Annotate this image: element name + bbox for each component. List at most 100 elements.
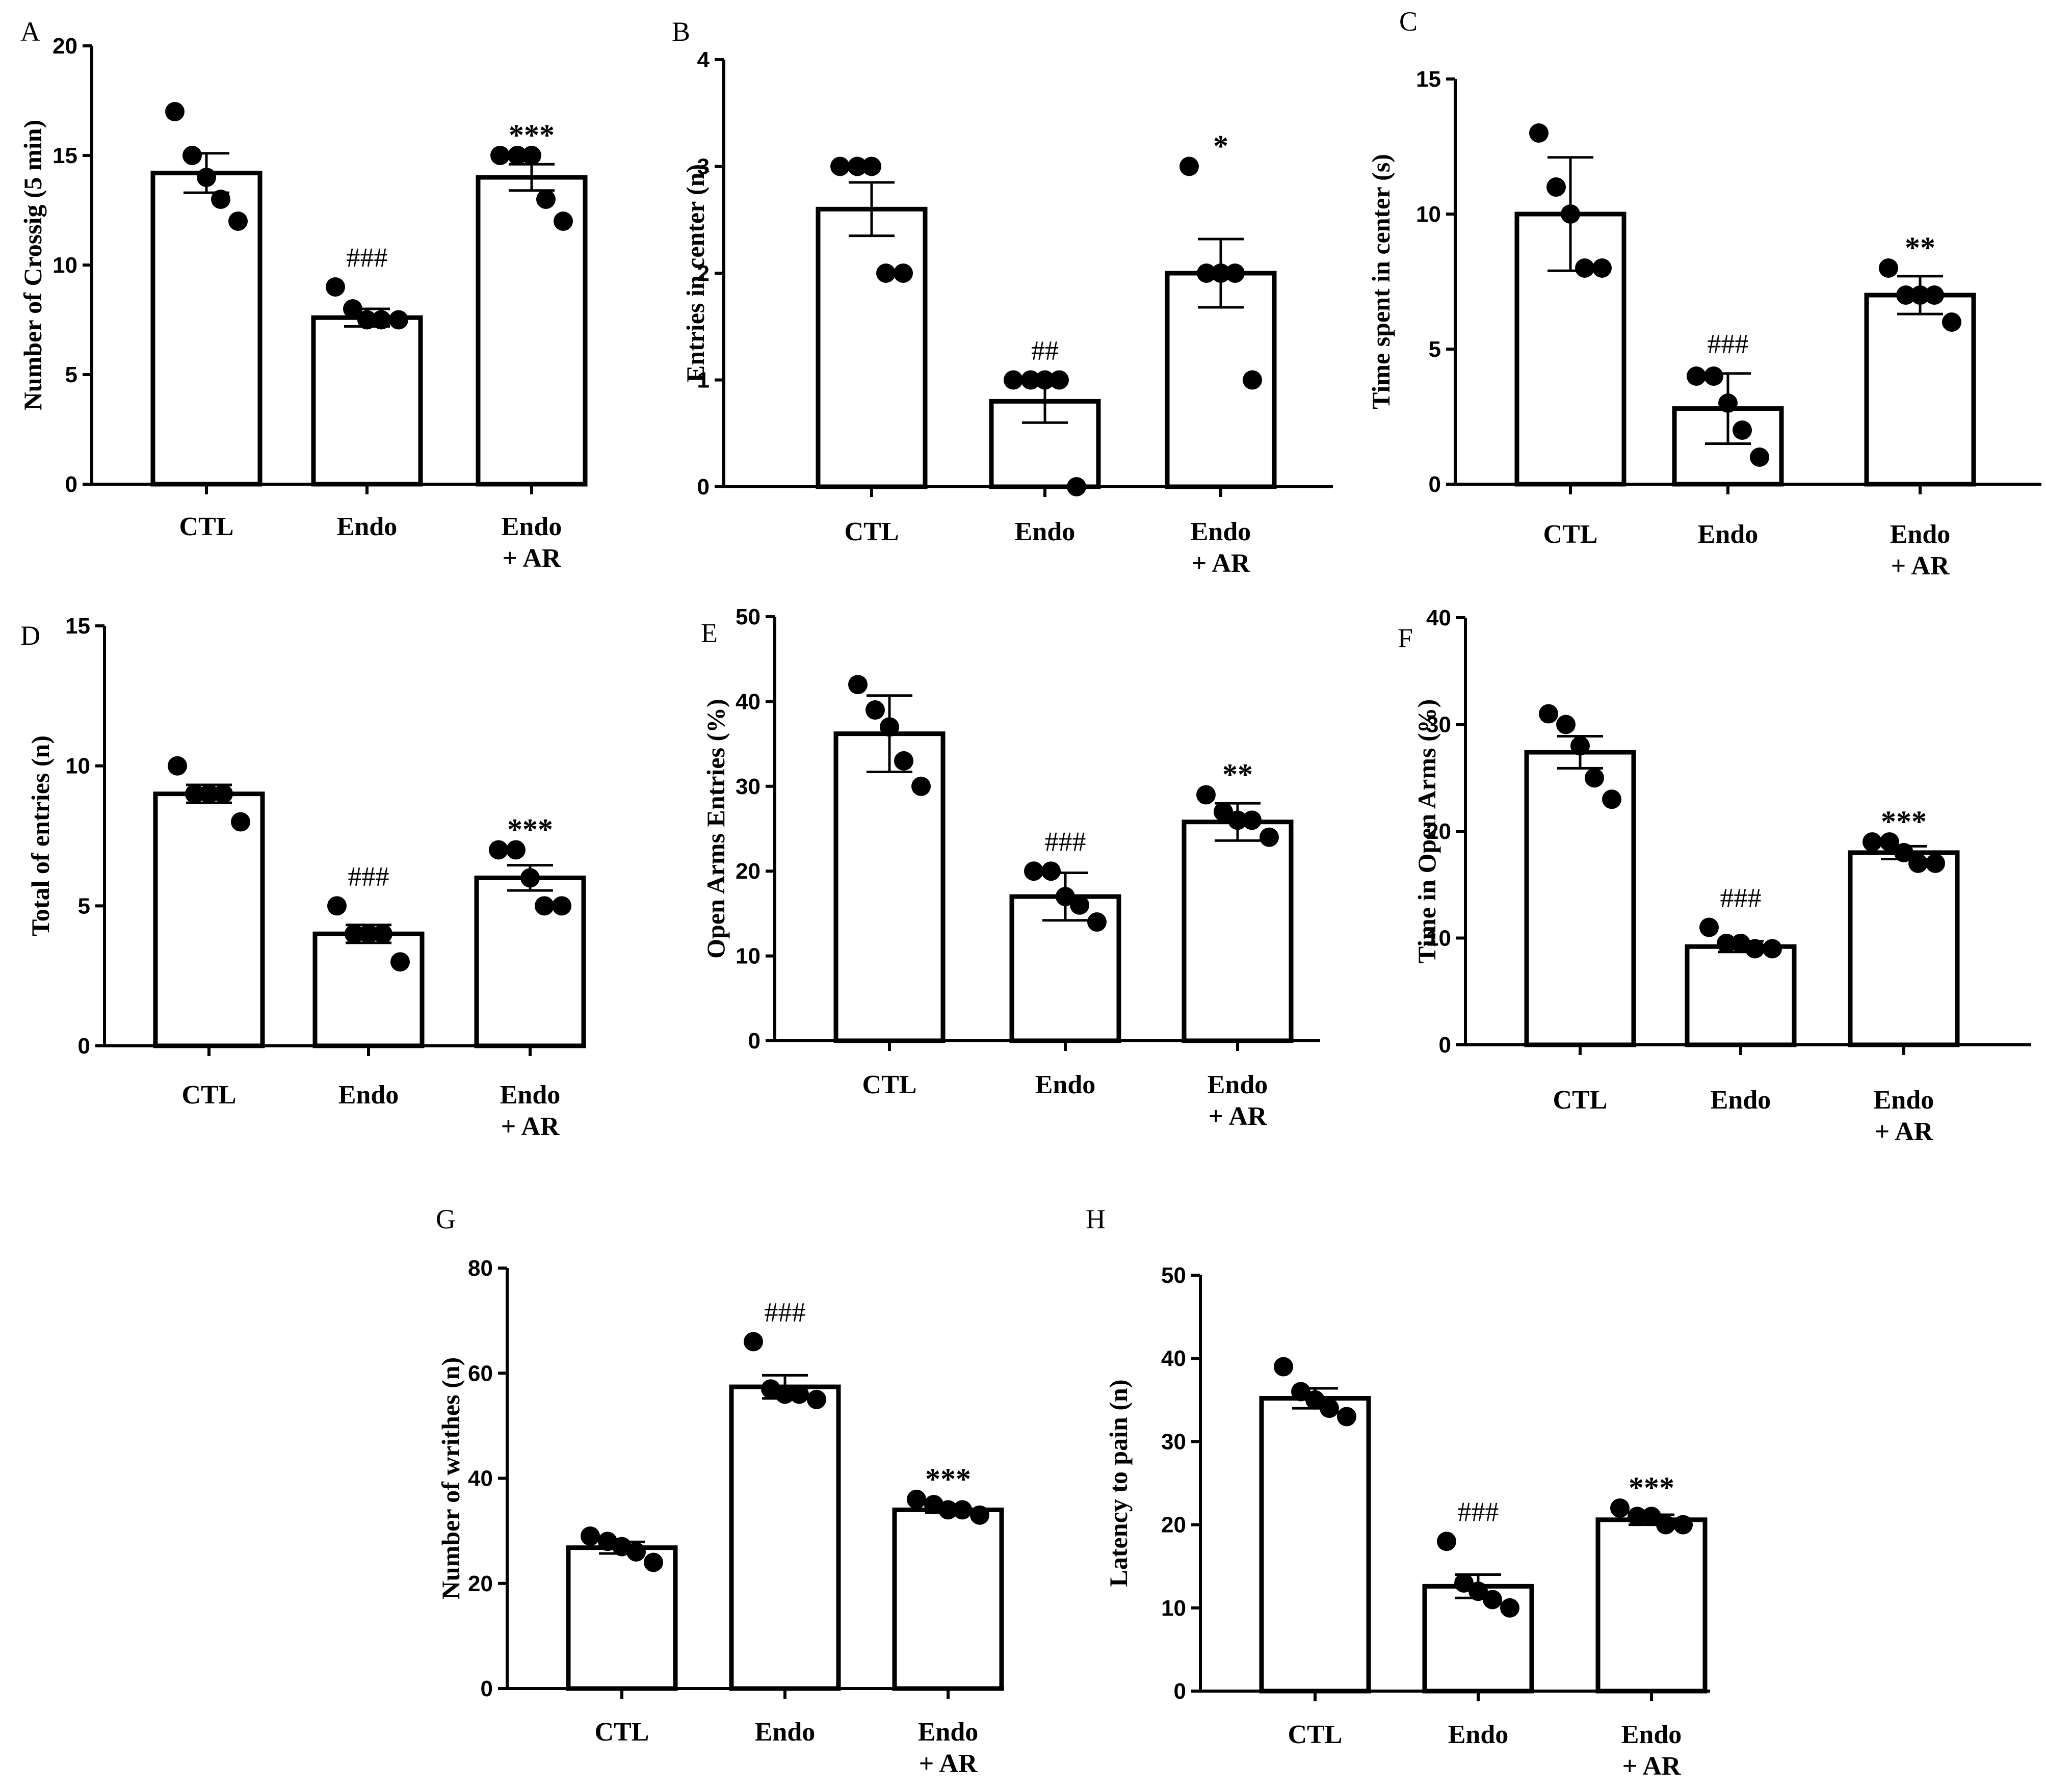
data-point xyxy=(1745,939,1765,959)
category-label: Endo + AR xyxy=(502,512,562,573)
y-tick-label: 3 xyxy=(697,154,710,179)
data-point xyxy=(1320,1399,1339,1418)
y-tick-label: 20 xyxy=(53,34,77,59)
y-tick-label: 20 xyxy=(1426,819,1451,844)
data-point xyxy=(1602,789,1621,809)
y-tick-label: 20 xyxy=(468,1571,493,1596)
data-point xyxy=(327,896,347,916)
data-point xyxy=(390,952,410,972)
category-label: CTL xyxy=(1553,1086,1608,1115)
panel-h: H 0 10 20 30 40 50 Latency to pain (n) CTL ### End… xyxy=(1086,1204,1710,1781)
data-point xyxy=(214,784,233,804)
data-point xyxy=(1592,258,1612,278)
category-label: Endo + AR xyxy=(1191,517,1251,578)
y-tick-label: 20 xyxy=(1161,1513,1186,1538)
data-point xyxy=(1896,285,1916,305)
data-point xyxy=(1546,177,1566,197)
significance-annotation: ### xyxy=(1458,1496,1499,1527)
panel-c: C 0 5 10 15 Time spent in center (s) CTL ### End… xyxy=(1367,6,2041,581)
data-point xyxy=(626,1542,646,1562)
data-point xyxy=(168,756,187,776)
data-point xyxy=(1468,1582,1488,1601)
data-point xyxy=(1070,895,1089,915)
data-point xyxy=(1717,933,1736,953)
data-point xyxy=(522,146,541,165)
y-tick-label: 15 xyxy=(1416,67,1441,92)
data-point xyxy=(506,840,526,860)
data-point xyxy=(775,1384,795,1404)
data-point xyxy=(1483,1590,1502,1610)
data-point xyxy=(1763,939,1782,959)
y-tick-label: 40 xyxy=(736,689,760,714)
data-point xyxy=(880,717,899,737)
data-point xyxy=(581,1526,600,1546)
data-point xyxy=(848,156,867,176)
panel-b: B 0 1 2 3 4 Entries in center (n) CTL ## Endo * End… xyxy=(672,16,1333,578)
category-label: Endo xyxy=(755,1718,816,1747)
y-tick-label: 0 xyxy=(697,475,710,499)
data-point xyxy=(520,868,540,888)
panel-letter: A xyxy=(20,16,40,47)
data-point xyxy=(165,102,185,121)
y-tick-label: 15 xyxy=(53,143,77,168)
y-tick-label: 10 xyxy=(53,253,77,278)
bar-endo xyxy=(311,315,423,487)
data-point xyxy=(1718,393,1738,413)
data-point xyxy=(1242,810,1262,830)
y-tick-label: 0 xyxy=(1439,1033,1451,1058)
data-point xyxy=(1585,768,1604,788)
data-point xyxy=(1500,1598,1519,1618)
data-point xyxy=(1228,810,1247,830)
data-point xyxy=(1610,1498,1630,1518)
y-tick-label: 0 xyxy=(65,472,77,497)
data-point xyxy=(1243,370,1262,390)
data-point xyxy=(1539,704,1558,724)
y-tick-label: 50 xyxy=(1161,1263,1186,1288)
data-point xyxy=(1880,832,1899,852)
data-point xyxy=(228,212,248,231)
data-point xyxy=(372,310,391,330)
data-point xyxy=(326,277,345,297)
category-label: Endo + AR xyxy=(500,1081,561,1141)
data-point xyxy=(1087,912,1107,932)
bar-endo xyxy=(1685,944,1797,1047)
data-point xyxy=(1942,312,1961,332)
data-point xyxy=(1041,861,1061,881)
category-label: Endo xyxy=(337,512,398,541)
y-tick-label: 5 xyxy=(65,362,77,387)
data-point xyxy=(345,924,364,944)
data-point xyxy=(1035,370,1055,390)
data-point xyxy=(1894,842,1913,862)
category-label: Endo xyxy=(1015,517,1076,546)
data-point xyxy=(1733,420,1752,440)
data-point xyxy=(357,310,377,330)
data-point xyxy=(830,156,850,176)
data-point xyxy=(1260,827,1279,847)
data-point xyxy=(1274,1357,1293,1377)
data-point xyxy=(790,1384,809,1404)
y-tick-label: 40 xyxy=(468,1466,493,1491)
y-tick-label: 5 xyxy=(78,893,90,918)
data-point xyxy=(907,1489,926,1509)
category-label: CTL xyxy=(182,1081,237,1110)
data-point xyxy=(744,1332,763,1352)
y-tick-label: 0 xyxy=(1174,1679,1186,1704)
data-point xyxy=(1197,263,1216,283)
y-tick-label: 10 xyxy=(65,754,90,779)
y-tick-label: 50 xyxy=(736,604,760,629)
data-point xyxy=(1642,1507,1661,1526)
y-tick-label: 5 xyxy=(1429,337,1441,362)
category-label: Endo + AR xyxy=(1890,520,1951,581)
data-point xyxy=(1291,1382,1310,1402)
data-point xyxy=(1529,123,1549,143)
data-point xyxy=(199,784,219,804)
data-point xyxy=(644,1552,663,1572)
significance-annotation: ### xyxy=(765,1297,806,1327)
significance-annotation: *** xyxy=(509,118,555,152)
category-label: Endo xyxy=(1711,1086,1771,1115)
y-axis-label: Time spent in center (s) xyxy=(1367,154,1395,409)
category-label: CTL xyxy=(1288,1720,1343,1749)
category-label: CTL xyxy=(595,1718,649,1747)
data-point xyxy=(1561,204,1580,224)
